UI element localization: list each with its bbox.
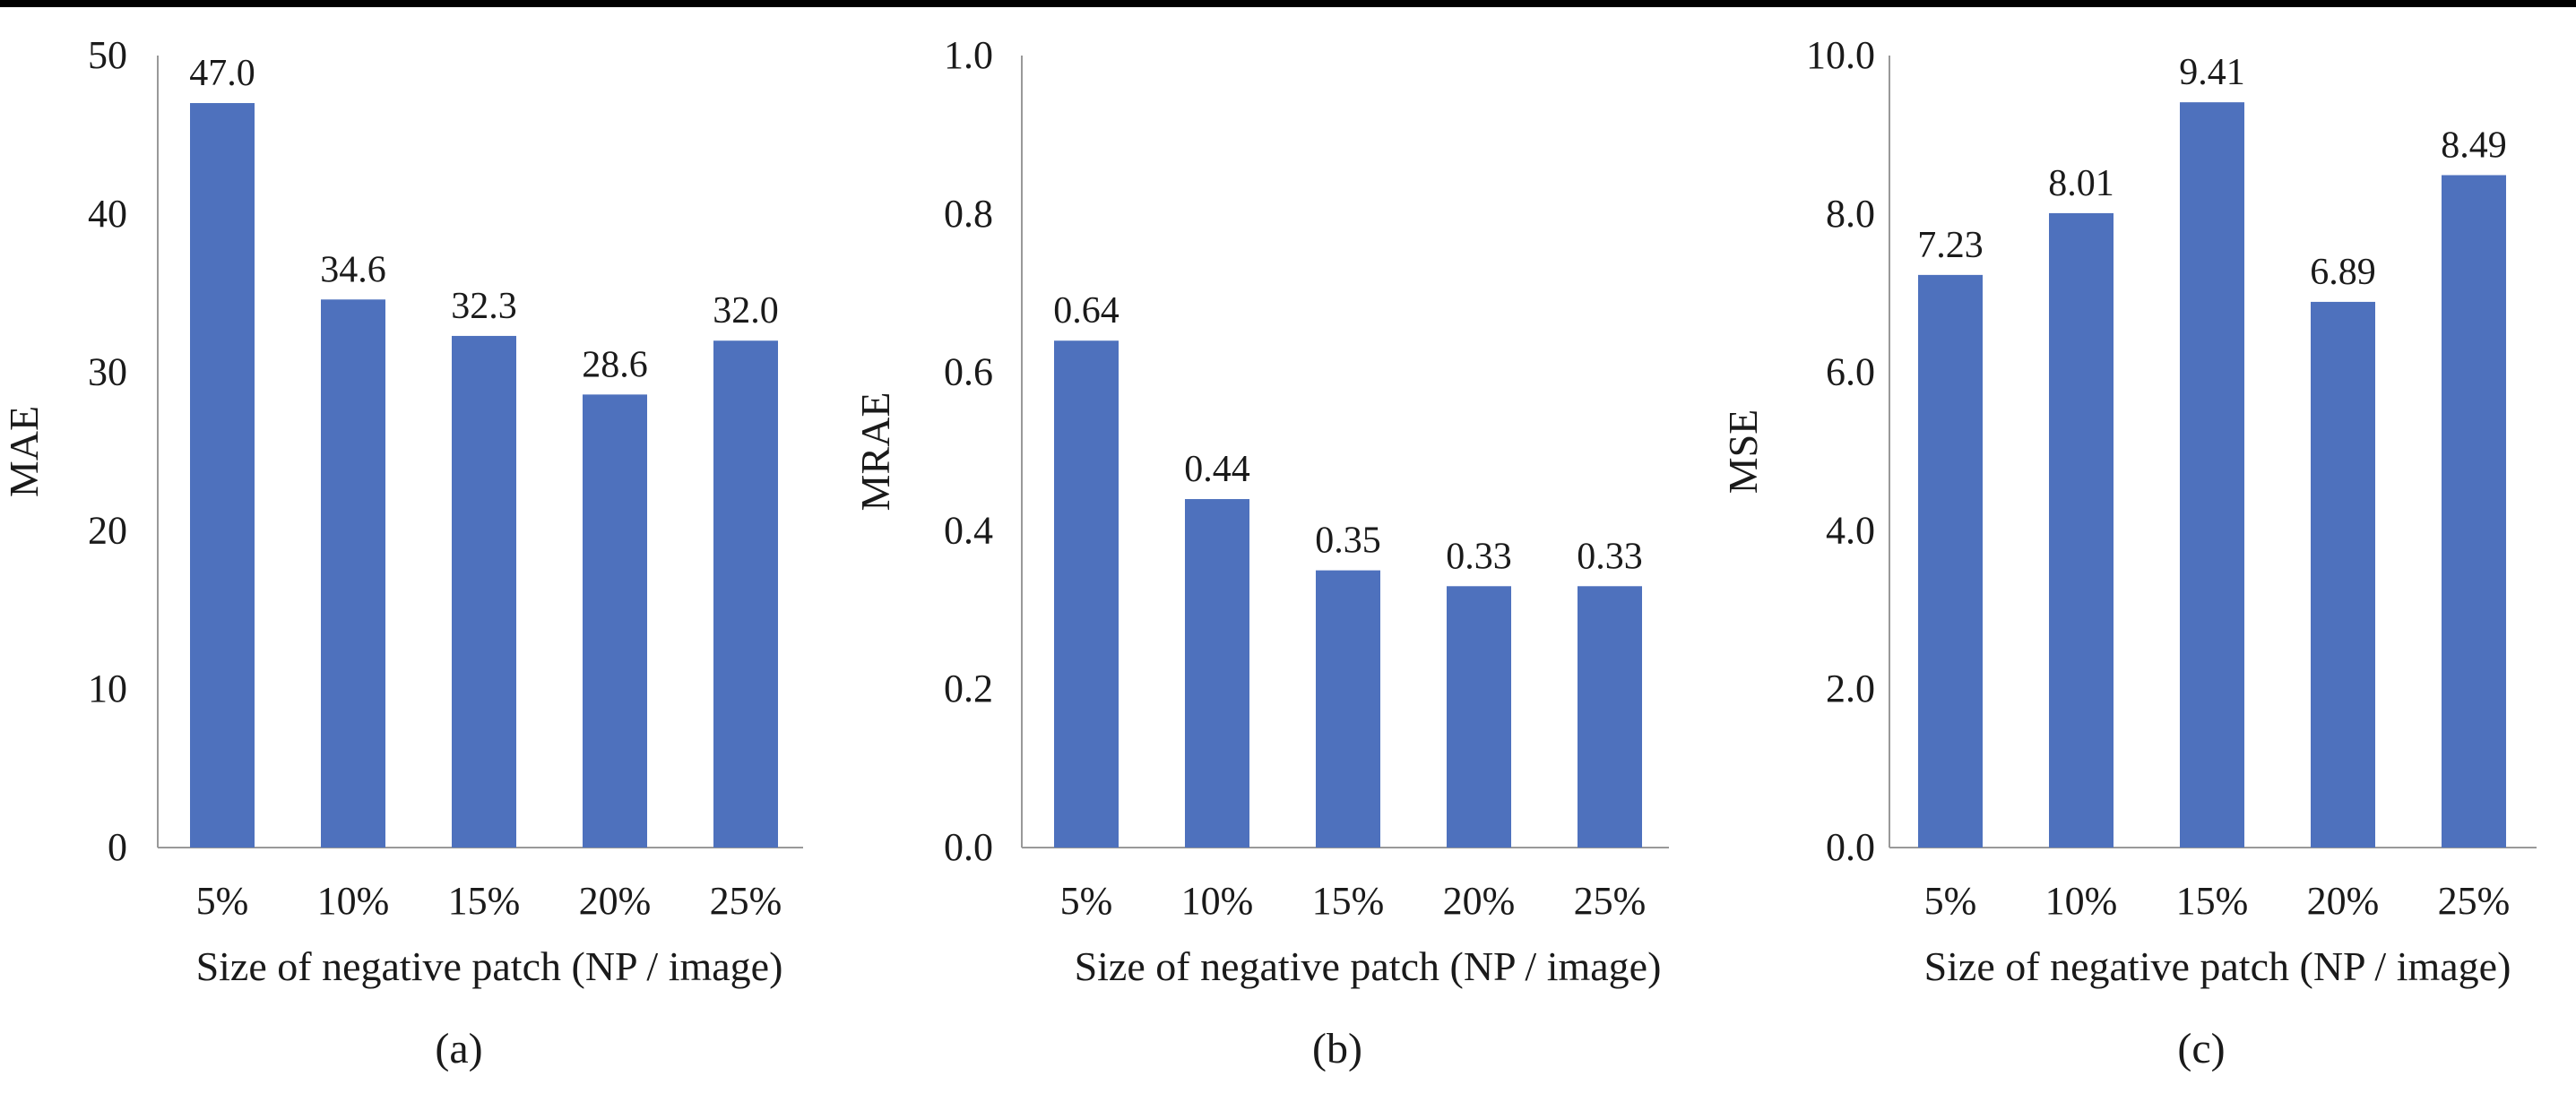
data-label: 0.64 <box>1053 290 1119 331</box>
bar <box>1447 586 1511 848</box>
data-label: 8.49 <box>2441 125 2507 166</box>
data-label: 0.35 <box>1315 521 1381 562</box>
y-axis-title: MAE <box>1 406 47 497</box>
bar <box>321 299 385 848</box>
x-tick-label: 20% <box>1443 879 1516 923</box>
x-axis-title: Size of negative patch (NP / image) <box>1924 943 2511 989</box>
data-label: 8.01 <box>2048 163 2114 204</box>
data-label: 32.0 <box>713 290 779 331</box>
chart-panel-a: 0 10 20 30 40 50 47.0 5% 34.6 10% 32.3 15% 28.6 20% 32… <box>1 33 803 1072</box>
y-tick-label: 4.0 <box>1826 508 1875 552</box>
y-tick-label: 0.0 <box>1826 825 1875 869</box>
bar <box>2442 175 2506 848</box>
chart-panel-c: 0.0 2.0 4.0 6.0 8.0 10.0 7.23 5% 8.01 10% 9.41 15% 6… <box>1720 33 2537 1072</box>
y-tick-label: 30 <box>88 350 127 394</box>
y-tick-label: 10 <box>88 667 127 710</box>
bar <box>1316 570 1380 848</box>
panel-caption: (b) <box>1312 1025 1362 1072</box>
y-tick-label: 0.6 <box>944 350 993 394</box>
x-tick-label: 5% <box>1924 879 1977 923</box>
x-tick-label: 10% <box>1181 879 1254 923</box>
y-axis-title: MRAE <box>852 392 898 512</box>
x-tick-label: 15% <box>1312 879 1385 923</box>
x-tick-label: 5% <box>1060 879 1113 923</box>
bar <box>190 103 255 848</box>
y-tick-label: 10.0 <box>1806 33 1875 77</box>
x-tick-label: 20% <box>2307 879 2380 923</box>
y-tick-label: 0.2 <box>944 667 993 710</box>
bar <box>583 394 647 848</box>
y-tick-label: 1.0 <box>944 33 993 77</box>
bar <box>1054 340 1119 848</box>
x-tick-label: 15% <box>2176 879 2249 923</box>
y-tick-label: 0 <box>108 825 127 869</box>
data-label: 47.0 <box>189 53 255 94</box>
y-tick-label: 50 <box>88 33 127 77</box>
y-tick-label: 2.0 <box>1826 667 1875 710</box>
x-tick-label: 25% <box>1574 879 1647 923</box>
x-axis-title: Size of negative patch (NP / image) <box>196 943 783 989</box>
x-tick-label: 15% <box>448 879 521 923</box>
x-tick-label: 25% <box>2438 879 2511 923</box>
y-tick-label: 0.0 <box>944 825 993 869</box>
panel-caption: (c) <box>2177 1025 2225 1072</box>
y-tick-label: 0.4 <box>944 508 993 552</box>
data-label: 7.23 <box>1917 225 1984 266</box>
y-tick-label: 8.0 <box>1826 192 1875 236</box>
bar <box>2311 301 2375 848</box>
bar <box>1185 499 1249 848</box>
data-label: 0.33 <box>1446 536 1512 577</box>
data-label: 6.89 <box>2310 252 2376 293</box>
y-tick-label: 6.0 <box>1826 350 1875 394</box>
bar <box>1578 586 1642 848</box>
data-label: 32.3 <box>451 286 517 327</box>
y-tick-label: 0.8 <box>944 192 993 236</box>
data-label: 34.6 <box>320 249 386 290</box>
data-label: 9.41 <box>2179 52 2245 93</box>
data-label: 28.6 <box>582 344 648 385</box>
x-tick-label: 20% <box>579 879 652 923</box>
chart-panel-b: 0.0 0.2 0.4 0.6 0.8 1.0 0.64 5% 0.44 10% 0.35 15% 0.… <box>852 33 1669 1072</box>
data-label: 0.33 <box>1577 536 1643 577</box>
bar <box>2180 102 2244 848</box>
y-tick-label: 20 <box>88 508 127 552</box>
panel-caption: (a) <box>435 1025 482 1072</box>
data-label: 0.44 <box>1184 449 1250 490</box>
x-tick-label: 25% <box>710 879 782 923</box>
bar <box>713 340 778 848</box>
x-tick-label: 5% <box>196 879 249 923</box>
bar <box>2049 212 2114 848</box>
bar <box>452 335 516 848</box>
y-tick-label: 40 <box>88 192 127 236</box>
bar <box>1918 274 1983 848</box>
x-tick-label: 10% <box>2045 879 2118 923</box>
y-axis-title: MSE <box>1720 409 1766 495</box>
x-axis-title: Size of negative patch (NP / image) <box>1075 943 1662 989</box>
x-tick-label: 10% <box>317 879 390 923</box>
top-border <box>0 0 2576 7</box>
